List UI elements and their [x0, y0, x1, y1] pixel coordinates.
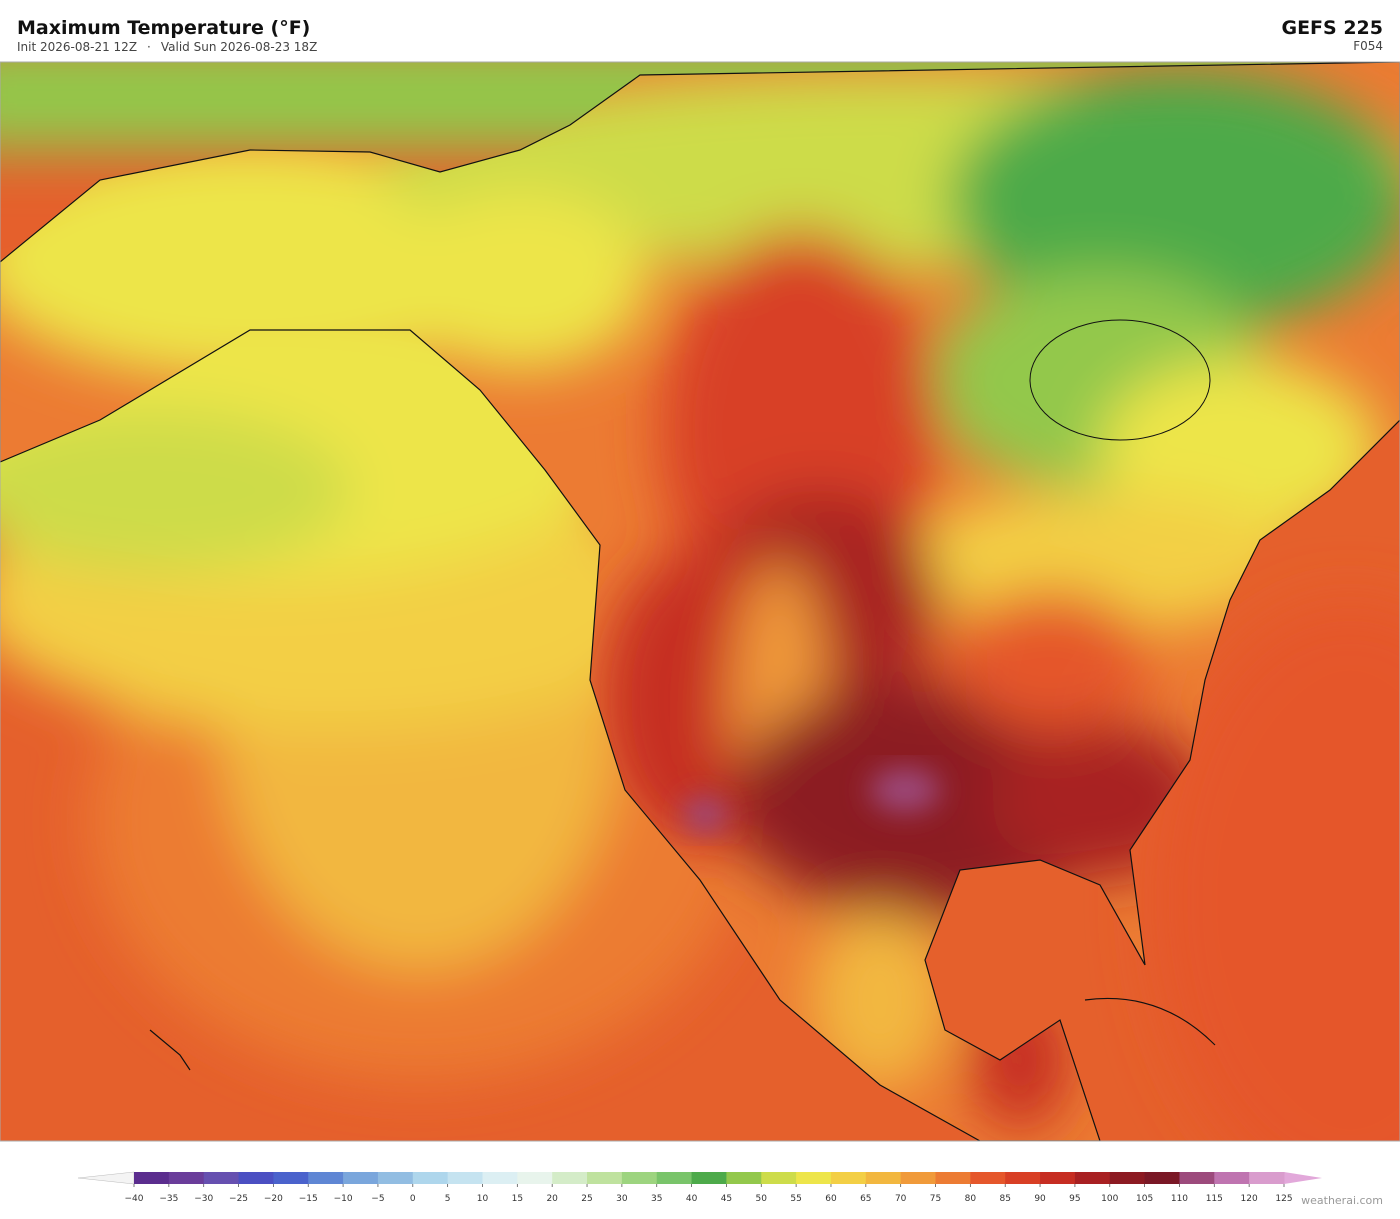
colorbar-tick-label: −40: [125, 1194, 144, 1204]
colorbar-segment: [168, 1172, 205, 1184]
colorbar-segment: [656, 1172, 693, 1184]
colorbar-tick-label: 15: [512, 1194, 523, 1204]
colorbar-tick-label: −25: [229, 1194, 248, 1204]
title: Maximum Temperature (°F): [17, 17, 310, 39]
colorbar-tick-label: 30: [616, 1194, 628, 1204]
colorbar: −40 −35 −30 −25 −20 −15 −10 −5 0 5 10 15 20 25 30 35 40 4…: [77, 1171, 1322, 1204]
colorbar-segment: [1214, 1172, 1250, 1184]
header: Maximum Temperature (°F) Init 2026-08-21…: [17, 17, 1383, 54]
colorbar-tick-label: −10: [334, 1194, 353, 1204]
colorbar-segment: [1109, 1172, 1146, 1184]
colorbar-segment: [203, 1172, 240, 1184]
colorbar-tick-label: 45: [721, 1194, 732, 1204]
colorbar-segment: [1249, 1172, 1285, 1184]
map: [0, 62, 1400, 1141]
colorbar-segment: [308, 1172, 344, 1184]
colorbar-tick-label: −35: [159, 1194, 178, 1204]
colorbar-segment: [865, 1172, 902, 1184]
colorbar-segment: [1144, 1172, 1180, 1184]
colorbar-tick-label: 40: [686, 1194, 698, 1204]
watermark: weatherai.com: [1301, 1194, 1383, 1207]
colorbar-segment: [761, 1172, 797, 1184]
colorbar-tick-label: 85: [999, 1194, 1010, 1204]
colorbar-segment: [238, 1172, 274, 1184]
colorbar-segment: [900, 1172, 937, 1184]
colorbar-tick-label: 70: [895, 1194, 907, 1204]
colorbar-tick-label: 125: [1275, 1194, 1292, 1204]
colorbar-tick-label: 120: [1241, 1194, 1258, 1204]
colorbar-segment: [482, 1172, 518, 1184]
colorbar-segment: [1179, 1172, 1215, 1184]
colorbar-tick-label: 20: [546, 1194, 558, 1204]
colorbar-tick-label: 100: [1101, 1194, 1118, 1204]
colorbar-segment: [830, 1172, 867, 1184]
separator: ·: [147, 40, 151, 54]
colorbar-tick-label: 115: [1206, 1194, 1223, 1204]
colorbar-segment: [970, 1172, 1006, 1184]
colorbar-segment: [517, 1172, 553, 1184]
colorbar-tick-label: −5: [371, 1194, 384, 1204]
colorbar-tick-label: 55: [790, 1194, 801, 1204]
colorbar-tick-label: 75: [930, 1194, 941, 1204]
colorbar-segment: [134, 1172, 170, 1184]
subtitle: Init 2026-08-21 12Z · Valid Sun 2026-08-23…: [17, 40, 317, 54]
valid: Valid Sun 2026-08-23 18Z: [161, 40, 317, 54]
colorbar-segment: [377, 1172, 414, 1184]
colorbar-segment: [1040, 1172, 1076, 1184]
colorbar-segment: [447, 1172, 483, 1184]
colorbar-tick-label: 25: [581, 1194, 592, 1204]
colorbar-segment: [691, 1172, 727, 1184]
colorbar-segment: [796, 1172, 832, 1184]
colorbar-segment: [621, 1172, 658, 1184]
colorbar-tick-label: 90: [1034, 1194, 1046, 1204]
colorbar-tick-label: 110: [1171, 1194, 1188, 1204]
colorbar-tick-label: −30: [194, 1194, 213, 1204]
colorbar-segment: [587, 1172, 623, 1184]
colorbar-tick-label: −15: [299, 1194, 318, 1204]
colorbar-segment: [412, 1172, 449, 1184]
colorbar-tick-label: 80: [965, 1194, 977, 1204]
init: Init 2026-08-21 12Z: [17, 40, 137, 54]
colorbar-segment: [935, 1172, 971, 1184]
colorbar-segment: [273, 1172, 309, 1184]
colorbar-tick-label: 65: [860, 1194, 871, 1204]
colorbar-segment: [343, 1172, 379, 1184]
colorbar-tick-label: 105: [1136, 1194, 1153, 1204]
colorbar-segment: [1074, 1172, 1111, 1184]
colorbar-tick-label: 10: [477, 1194, 489, 1204]
colorbar-segment: [552, 1172, 588, 1184]
colorbar-tick-label: 35: [651, 1194, 662, 1204]
colorbar-tick-label: 5: [445, 1194, 451, 1204]
colorbar-over: [1284, 1172, 1322, 1184]
colorbar-segment: [726, 1172, 762, 1184]
colorbar-under: [77, 1171, 135, 1185]
forecast-hour: F054: [1353, 39, 1383, 53]
colorbar-segment: [1005, 1172, 1041, 1184]
colorbar-tick-label: 60: [825, 1194, 837, 1204]
colorbar-tick-label: 95: [1069, 1194, 1080, 1204]
colorbar-tick-label: 0: [410, 1194, 416, 1204]
colorbar-tick-label: −20: [264, 1194, 283, 1204]
colorbar-tick-label: 50: [756, 1194, 768, 1204]
model: GEFS 225: [1281, 17, 1383, 39]
map-frame: [0, 61, 1400, 1142]
